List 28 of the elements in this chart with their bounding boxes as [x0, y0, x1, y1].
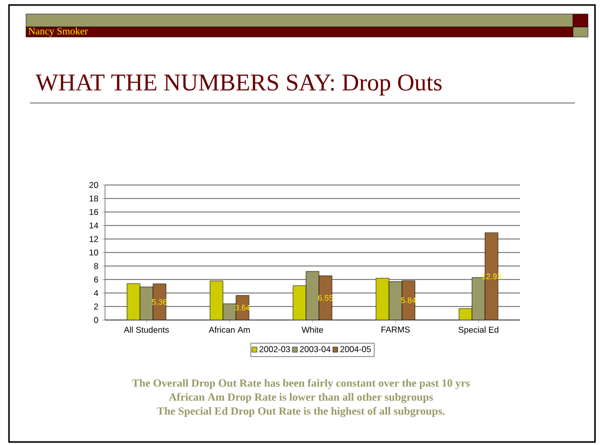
bar: [126, 283, 140, 320]
y-tick-label: 12: [90, 236, 98, 242]
x-tick-label: African Am: [208, 326, 250, 333]
text: The Overall Drop Out Rate has been fairly constant over the past 10 yrs: [132, 378, 470, 390]
y-tick-label: 6: [94, 276, 98, 283]
legend-label: 2004-05: [340, 346, 371, 352]
bar: [292, 285, 306, 320]
text: The Special Ed Drop Out Rate is the highest of all subgroups.: [157, 406, 445, 418]
y-tick-label: 2: [94, 304, 98, 310]
y-tick-label: 16: [90, 209, 98, 216]
legend-label: 2002-03: [260, 346, 290, 352]
y-tick-label: 8: [94, 263, 98, 270]
text: African Am Drop Rate is lower than all other subgroups: [168, 392, 433, 404]
bar: [376, 278, 390, 320]
y-tick-label: 14: [90, 222, 98, 228]
text: Nancy Smoker: [28, 27, 88, 37]
legend-label: 2003-04: [300, 346, 330, 352]
y-tick-label: 10: [90, 250, 98, 256]
x-tick-label: FARMS: [382, 326, 410, 333]
bar: [210, 280, 224, 320]
x-tick-label: White: [302, 326, 323, 333]
y-tick-label: 20: [89, 182, 98, 188]
x-tick-label: Special Ed: [458, 326, 498, 334]
chart-title: WHAT THE NUMBERS SAY: Drop Outs: [36, 74, 442, 96]
y-tick-label: 0: [94, 317, 98, 324]
y-tick-label: 4: [94, 290, 98, 296]
x-tick-label: All Students: [124, 326, 169, 333]
y-tick-label: 18: [90, 196, 98, 202]
